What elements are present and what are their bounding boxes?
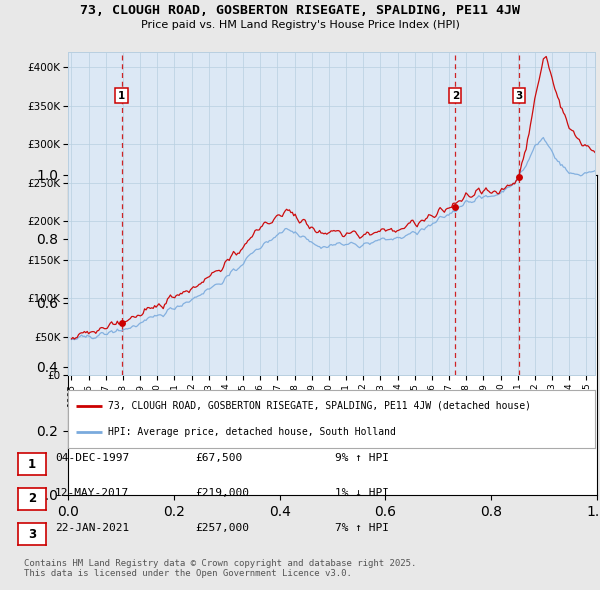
Text: £219,000: £219,000 (195, 488, 249, 498)
Text: 73, CLOUGH ROAD, GOSBERTON RISEGATE, SPALDING, PE11 4JW: 73, CLOUGH ROAD, GOSBERTON RISEGATE, SPA… (80, 4, 520, 17)
Text: 1: 1 (28, 457, 36, 470)
Text: £67,500: £67,500 (195, 453, 242, 463)
Text: 73, CLOUGH ROAD, GOSBERTON RISEGATE, SPALDING, PE11 4JW (detached house): 73, CLOUGH ROAD, GOSBERTON RISEGATE, SPA… (107, 401, 530, 411)
Text: 12-MAY-2017: 12-MAY-2017 (55, 488, 129, 498)
Text: 7% ↑ HPI: 7% ↑ HPI (335, 523, 389, 533)
Text: 3: 3 (515, 91, 523, 101)
Text: 2: 2 (28, 493, 36, 506)
Text: Contains HM Land Registry data © Crown copyright and database right 2025.
This d: Contains HM Land Registry data © Crown c… (24, 559, 416, 578)
Text: Price paid vs. HM Land Registry's House Price Index (HPI): Price paid vs. HM Land Registry's House … (140, 20, 460, 30)
Text: 9% ↑ HPI: 9% ↑ HPI (335, 453, 389, 463)
Text: 22-JAN-2021: 22-JAN-2021 (55, 523, 129, 533)
Text: £257,000: £257,000 (195, 523, 249, 533)
Text: HPI: Average price, detached house, South Holland: HPI: Average price, detached house, Sout… (107, 427, 395, 437)
Text: 1% ↓ HPI: 1% ↓ HPI (335, 488, 389, 498)
Text: 3: 3 (28, 527, 36, 540)
Text: 1: 1 (118, 91, 125, 101)
Text: 04-DEC-1997: 04-DEC-1997 (55, 453, 129, 463)
Text: 2: 2 (452, 91, 459, 101)
